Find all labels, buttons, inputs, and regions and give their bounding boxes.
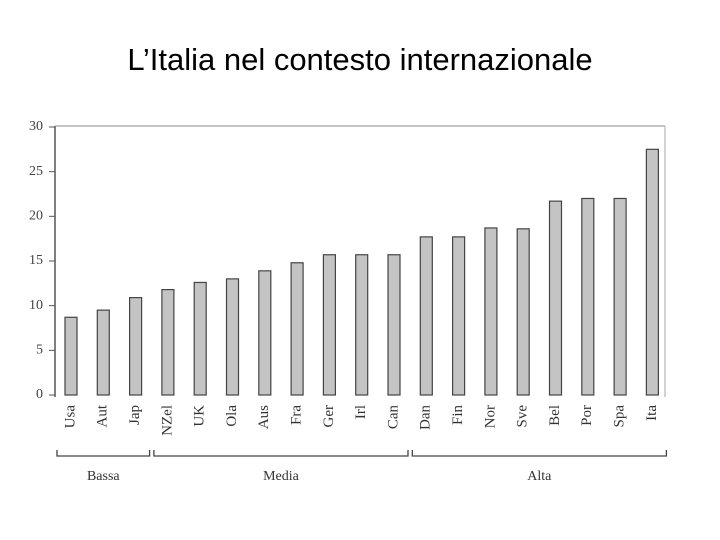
x-tick-label: Ola [224, 405, 240, 427]
x-tick-label: Fin [450, 405, 466, 426]
bar [516, 228, 530, 396]
x-tick-label: Can [385, 405, 401, 430]
bar [225, 278, 240, 396]
bar [355, 254, 369, 396]
bar [64, 316, 78, 396]
x-tick-label: Aus [256, 405, 272, 429]
group-label: Media [263, 469, 300, 484]
y-tick-label: 10 [29, 298, 43, 313]
y-tick-label: 15 [29, 253, 43, 268]
x-tick-label: Usa [62, 405, 78, 429]
group-label: Bassa [87, 469, 120, 484]
x-tick-label: Sve [515, 405, 531, 428]
x-tick-label: Nor [482, 405, 498, 428]
bar [387, 254, 401, 396]
x-tick-label: Ger [321, 405, 337, 428]
group-brace [153, 450, 409, 457]
x-tick-label: Aut [95, 404, 111, 427]
x-tick-label: Irl [353, 405, 369, 419]
bar [581, 197, 595, 396]
y-tick-label: 5 [36, 343, 43, 358]
slide-title: L’Italia nel contesto internazionale [127, 42, 592, 77]
x-tick-label: Por [579, 405, 595, 426]
bar [129, 297, 143, 396]
x-tick-label: NZel [159, 405, 175, 436]
x-tick-label: Fra [289, 405, 305, 425]
x-tick-label: Dan [418, 405, 434, 430]
bar [161, 288, 175, 396]
x-tick-label: Ita [644, 405, 660, 421]
x-tick-label: Bel [547, 405, 563, 426]
group-brace [411, 450, 668, 457]
group-brace [56, 450, 151, 457]
y-tick-label: 25 [29, 164, 43, 179]
bar [419, 236, 433, 396]
y-tick-label: 20 [29, 209, 43, 224]
y-tick-label: 30 [29, 119, 43, 134]
bar [613, 197, 627, 396]
bar [193, 281, 207, 396]
bar [290, 262, 304, 396]
bar [96, 309, 110, 396]
bar [484, 227, 498, 396]
bar [452, 236, 466, 396]
bar [258, 270, 272, 396]
bar [645, 148, 660, 396]
bar [322, 254, 336, 396]
y-tick-label: 0 [36, 387, 43, 402]
x-tick-label: Jap [127, 405, 143, 425]
x-tick-label: Spa [612, 405, 628, 428]
bar [548, 200, 563, 396]
x-tick-label: UK [192, 405, 208, 427]
group-label: Alta [527, 469, 552, 484]
